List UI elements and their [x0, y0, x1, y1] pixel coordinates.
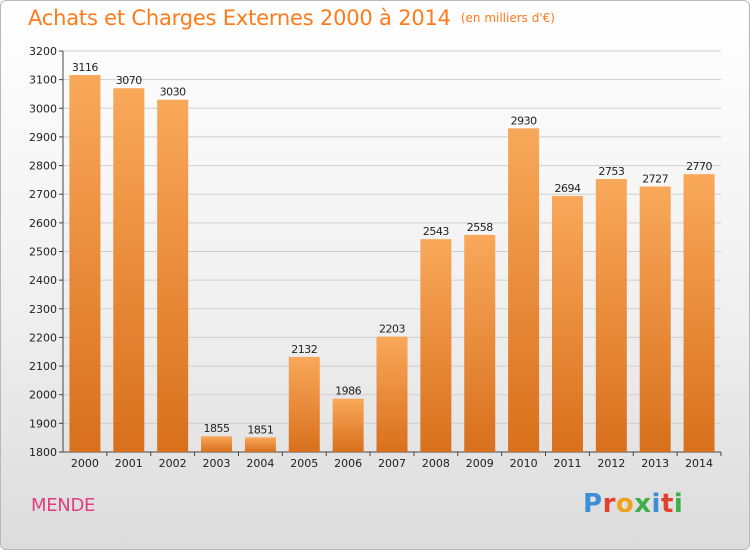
- bar: [376, 336, 408, 452]
- bar: [464, 234, 496, 452]
- logo-letter: t: [660, 489, 674, 519]
- data-labels: 3116 3070 3030 1855 1851 2132 1986 2203 2543 2558…: [72, 61, 713, 436]
- data-label: 2203: [379, 323, 405, 336]
- data-label: 2694: [554, 182, 580, 195]
- city-name: MENDE: [31, 495, 96, 516]
- data-label: 1986: [335, 385, 361, 398]
- x-tick-label: 2003: [203, 457, 231, 470]
- x-tick-label: 2014: [685, 457, 713, 470]
- x-tick-label: 2005: [290, 457, 318, 470]
- bar: [420, 239, 452, 452]
- y-tick-label: 2900: [29, 131, 57, 144]
- x-tick-label: 2004: [246, 457, 274, 470]
- y-tick-label: 2500: [29, 246, 57, 259]
- y-tick-labels: 1800 1900 2000 2100 2200 2300 2400 2500 2600 2700…: [29, 45, 57, 459]
- y-tick-label: 3100: [29, 74, 57, 87]
- bar: [639, 186, 671, 452]
- bar: [244, 437, 276, 452]
- x-tick-label: 2013: [641, 457, 669, 470]
- x-tick-label: 2009: [466, 457, 494, 470]
- x-tick-label: 2000: [71, 457, 99, 470]
- bar: [508, 128, 540, 452]
- x-tick-label: 2008: [422, 457, 450, 470]
- logo-letter: x: [634, 489, 652, 519]
- data-label: 2543: [423, 225, 449, 238]
- x-tick-label: 2010: [510, 457, 538, 470]
- y-tick-label: 2800: [29, 160, 57, 173]
- y-tick-label: 1900: [29, 417, 57, 430]
- logo-letter: i: [673, 489, 684, 519]
- data-label: 3030: [160, 86, 186, 99]
- bar: [201, 436, 233, 452]
- data-label: 2132: [291, 343, 317, 356]
- y-tick-label: 2700: [29, 188, 57, 201]
- bar: [332, 398, 364, 452]
- bar: [595, 179, 627, 452]
- data-label: 2727: [642, 172, 668, 185]
- data-label: 2930: [511, 114, 537, 127]
- x-tick-label: 2012: [597, 457, 625, 470]
- proxiti-logo[interactable]: Proxiti: [583, 489, 683, 519]
- x-tick-label: 2002: [159, 457, 187, 470]
- logo-letter: r: [602, 489, 616, 519]
- chart-unit: (en milliers d'€): [460, 11, 555, 25]
- chart-title: Achats et Charges Externes 2000 à 2014 (e…: [28, 6, 555, 30]
- data-label: 2558: [467, 221, 493, 234]
- data-label: 1855: [204, 422, 230, 435]
- x-tick-label: 2006: [334, 457, 362, 470]
- x-tick-label: 2007: [378, 457, 406, 470]
- data-label: 2770: [686, 160, 712, 173]
- x-tick-labels: 2000 2001 2002 2003 2004 2005 2006 2007 2008 2009…: [71, 457, 713, 470]
- y-tick-label: 2600: [29, 217, 57, 230]
- y-tick-label: 1800: [29, 446, 57, 459]
- y-tick-label: 3200: [29, 45, 57, 58]
- bars: [69, 75, 715, 452]
- y-tick-label: 2400: [29, 274, 57, 287]
- chart-title-text: Achats et Charges Externes 2000 à 2014: [28, 6, 451, 30]
- y-tick-label: 3000: [29, 102, 57, 115]
- data-label: 1851: [247, 423, 273, 436]
- data-label: 2753: [598, 165, 624, 178]
- y-tick-label: 2300: [29, 303, 57, 316]
- y-tick-label: 2100: [29, 360, 57, 373]
- data-label: 3070: [116, 74, 142, 87]
- bar: [683, 174, 715, 452]
- logo-letter: i: [651, 489, 661, 519]
- logo-letter: o: [615, 489, 635, 519]
- bar: [288, 356, 320, 452]
- x-tick-label: 2011: [553, 457, 581, 470]
- bar: [69, 75, 101, 452]
- bar: [113, 88, 145, 452]
- x-tick-label: 2001: [115, 457, 143, 470]
- y-tick-label: 2200: [29, 331, 57, 344]
- logo-letter: P: [583, 489, 603, 519]
- bar: [157, 99, 189, 452]
- data-label: 3116: [72, 61, 98, 74]
- y-tick-label: 2000: [29, 389, 57, 402]
- bar: [551, 195, 583, 452]
